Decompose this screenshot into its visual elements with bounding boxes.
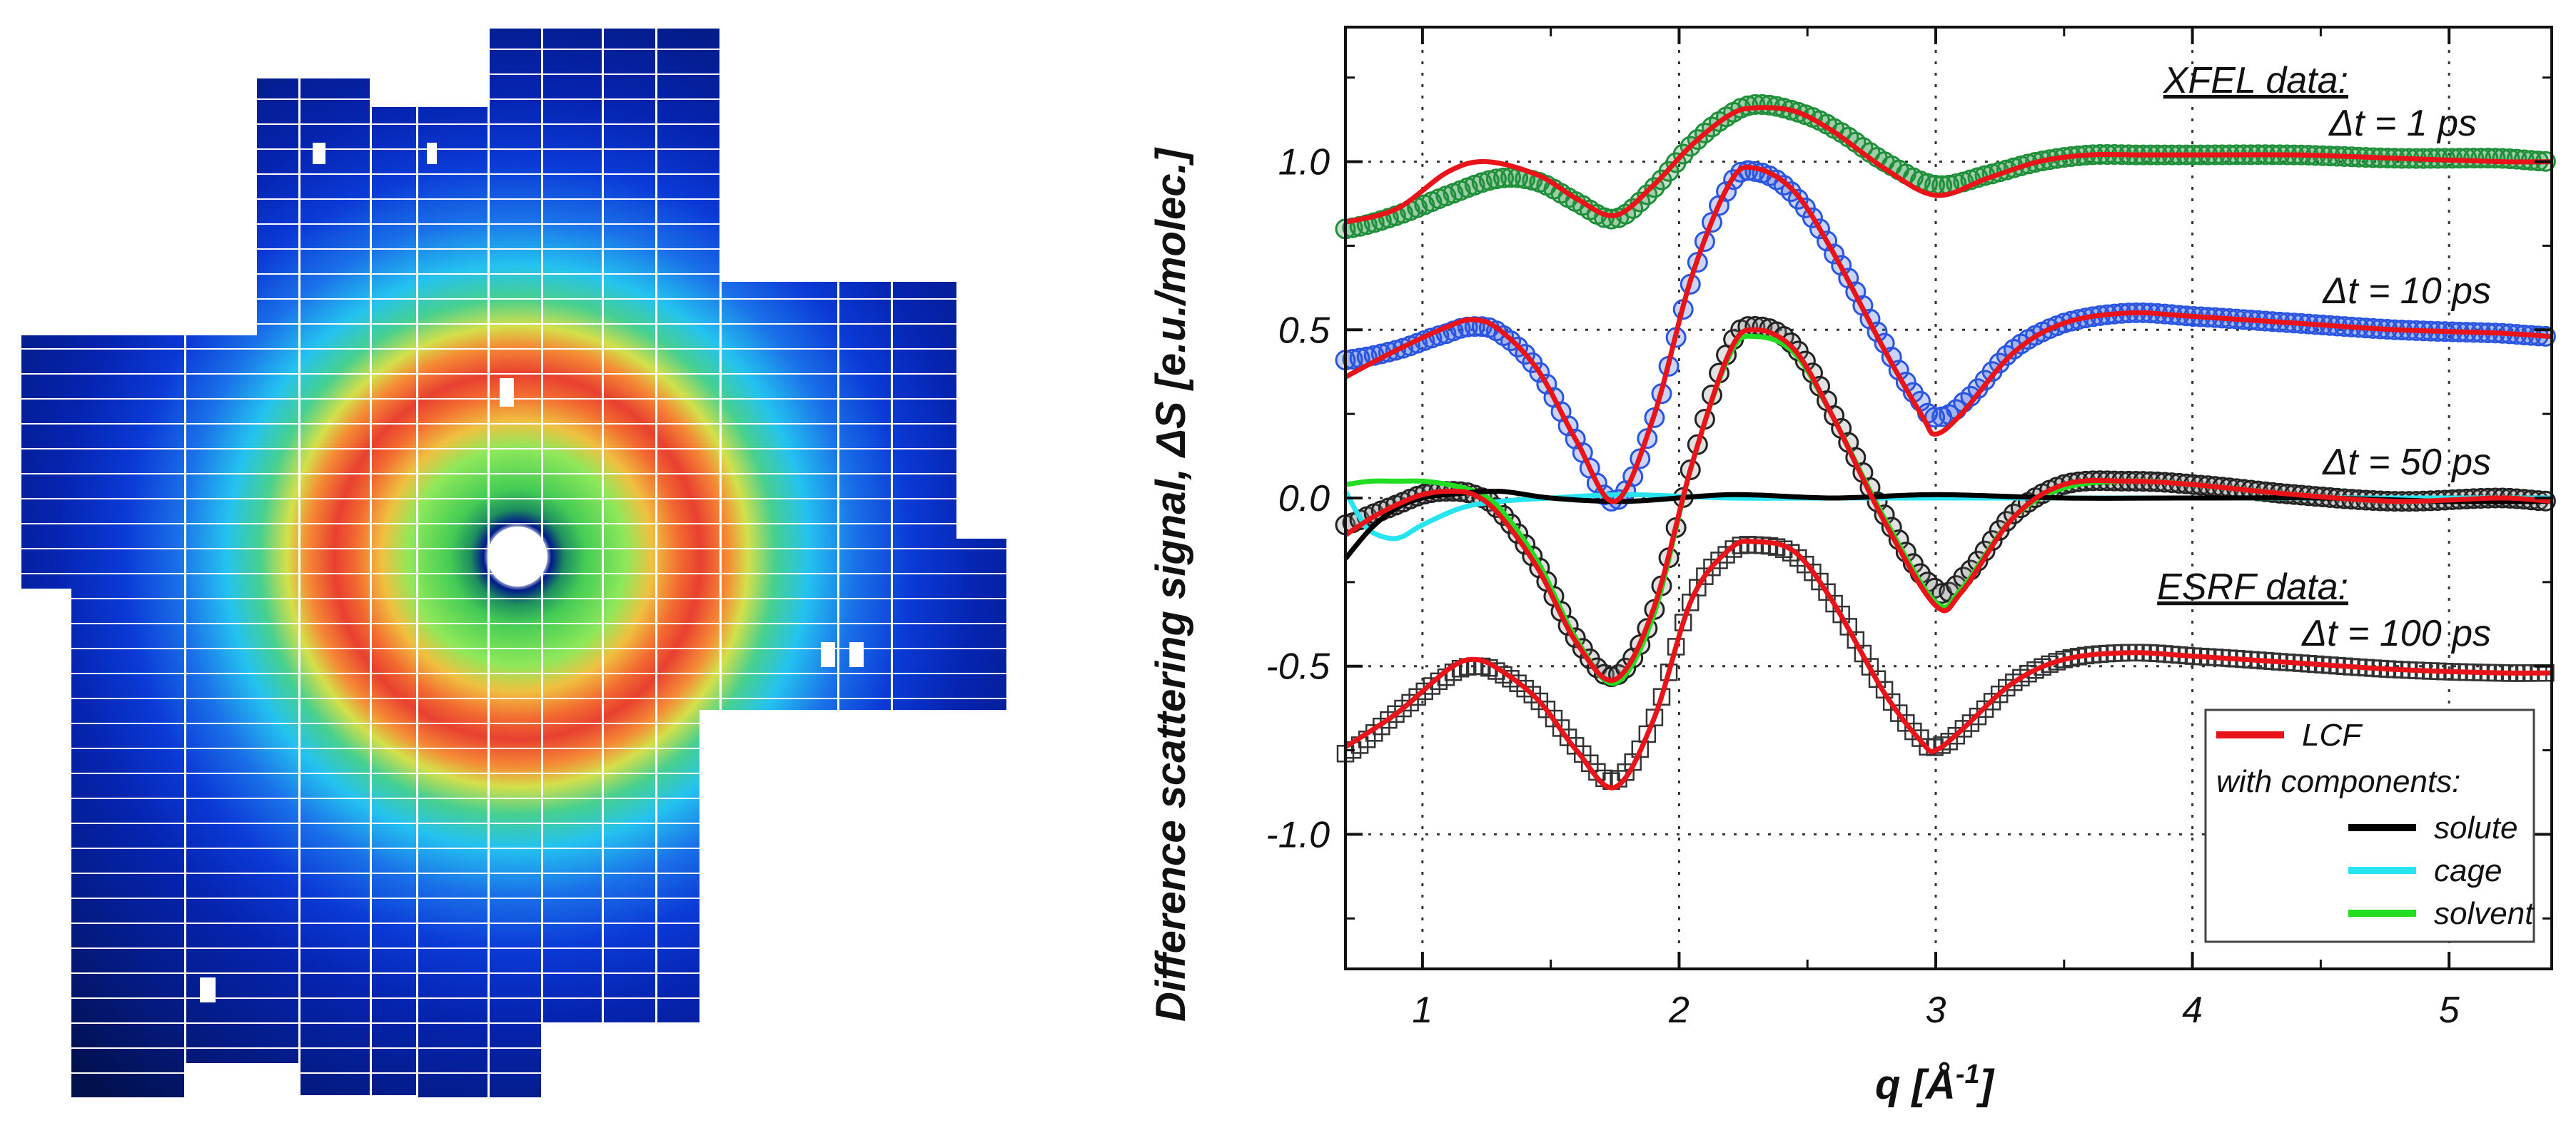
annotation-50ps: Δt = 50 ps (2321, 442, 2491, 483)
data-marker (1492, 167, 1514, 188)
x-axis-title: q [Å-1] (1875, 1060, 1995, 1108)
detector-scattering-image (21, 29, 1006, 1099)
y-tick-label: -0.5 (1266, 646, 1330, 688)
y-tick-label: 1.0 (1278, 142, 1330, 183)
series-100ps-lcf (1344, 538, 2552, 791)
y-tick-label: 0.5 (1278, 310, 1330, 351)
x-axis-title-end: ] (1976, 1062, 1995, 1108)
annotation-1ps: Δt = 1 ps (2328, 103, 2477, 144)
legend-label-cage: cage (2434, 853, 2502, 888)
xfel-header: XFEL data: (2163, 60, 2348, 101)
legend-label-solvent: solvent (2434, 896, 2535, 931)
x-tick-label: 3 (1926, 990, 1946, 1031)
tick-layer: 1 2 3 4 5 1.0 0.5 0.0 -0.5 -1.0 (1266, 27, 2552, 1031)
x-tick-label: 2 (1668, 990, 1689, 1031)
data-marker (1638, 725, 1657, 743)
legend: LCF with components: solute cage solvent (2204, 708, 2535, 943)
annotation-10ps: Δt = 10 ps (2321, 270, 2491, 312)
y-tick-label: -1.0 (1266, 814, 1330, 855)
series-50ps-lcf (1344, 327, 2552, 684)
x-tick-label: 5 (2439, 990, 2460, 1031)
x-axis-title-superscript: -1 (1956, 1060, 1980, 1089)
data-marker (1645, 708, 1664, 726)
x-tick-label: 4 (2182, 990, 2203, 1031)
legend-label-lcf: LCF (2302, 718, 2363, 753)
legend-label-with-components: with components: (2216, 764, 2460, 799)
difference-scattering-chart: 1 2 3 4 5 1.0 0.5 0.0 -0.5 -1.0 Difference scatte… (1148, 26, 2556, 1108)
series-1ps-lcf (1345, 105, 2552, 225)
annotation-100ps: Δt = 100 ps (2300, 613, 2491, 654)
data-marker (1989, 352, 2010, 374)
y-tick-label: 0.0 (1278, 478, 1330, 519)
y-axis-title: Difference scattering signal, ΔS [e.u./m… (1148, 147, 1194, 1022)
x-tick-label: 1 (1412, 990, 1433, 1031)
series-solute (1343, 488, 2552, 561)
x-axis-title-main: q [Å (1875, 1062, 1956, 1108)
series-layer (1335, 93, 2556, 791)
series-10ps-lcf (1344, 164, 2552, 504)
esrf-header: ESRF data: (2157, 566, 2348, 608)
legend-label-solute: solute (2434, 811, 2517, 845)
